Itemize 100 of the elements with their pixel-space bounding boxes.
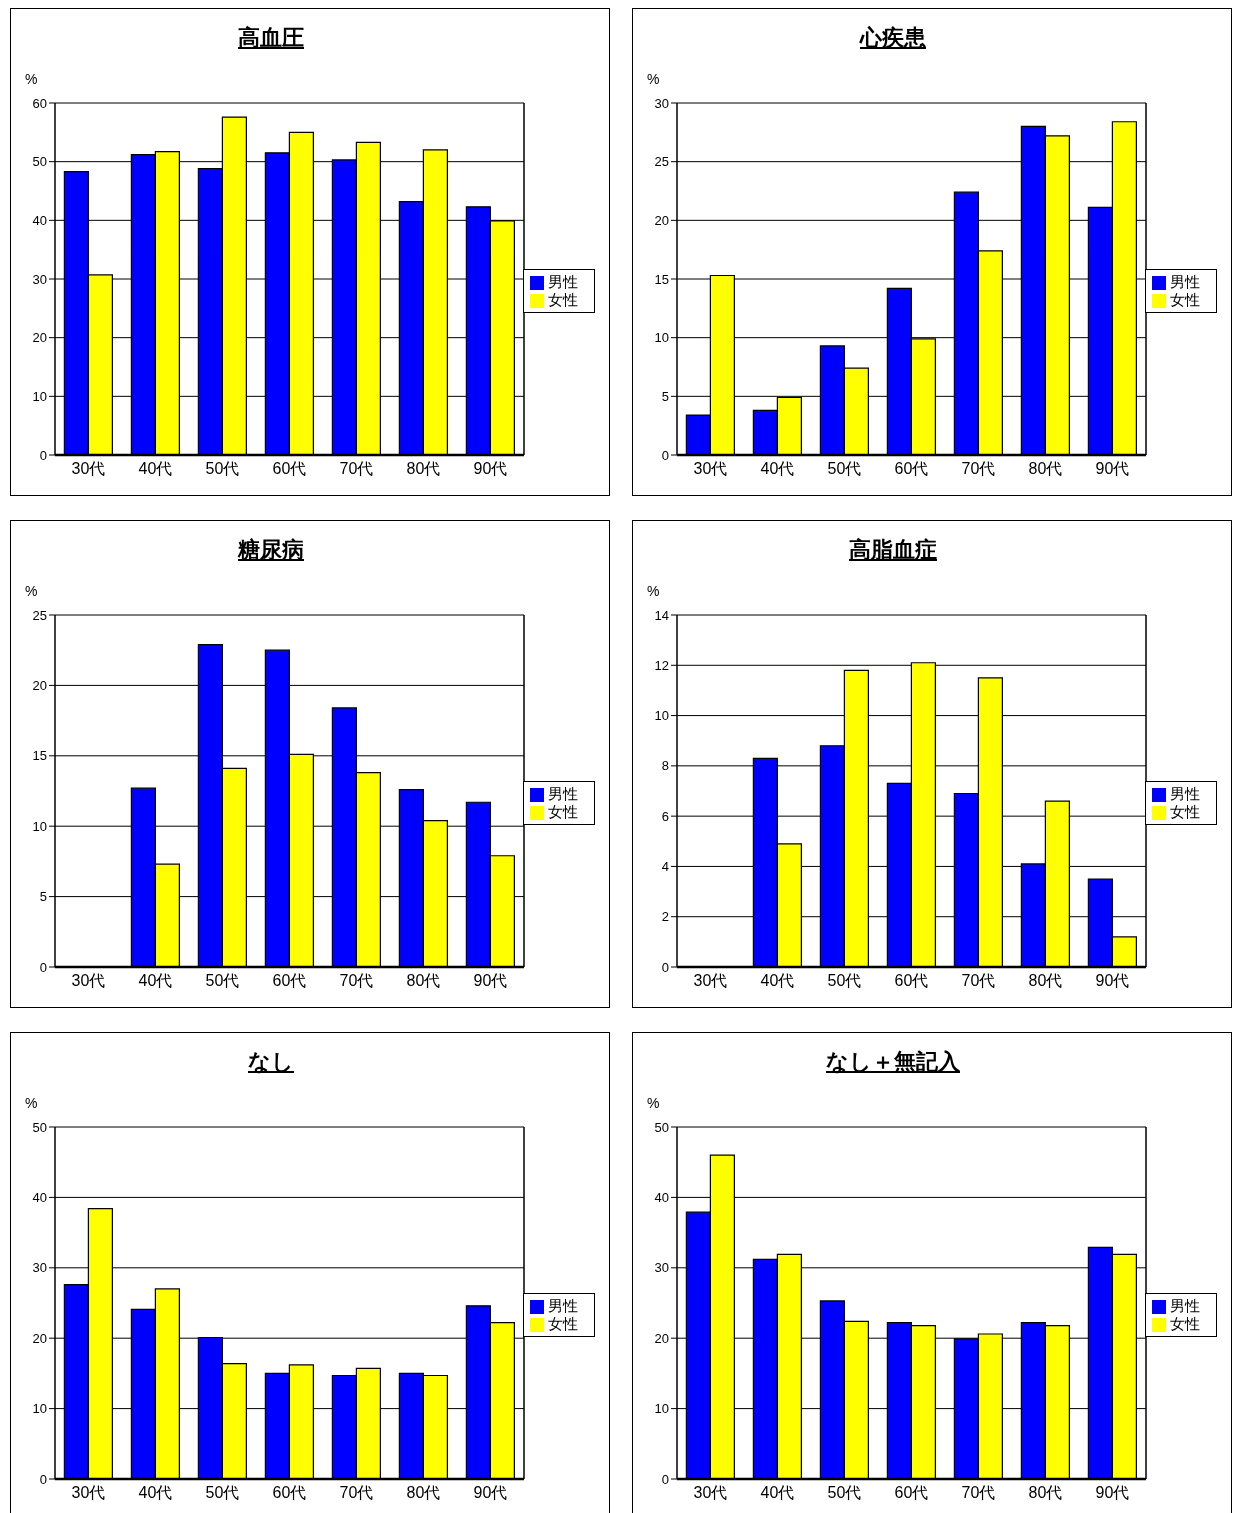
y-tick-label: 2: [661, 909, 669, 925]
y-tick-label: 30: [32, 1260, 47, 1276]
legend-label: 男性: [548, 785, 578, 802]
chart-title: 糖尿病: [236, 536, 305, 564]
y-tick-label: 0: [39, 1471, 47, 1487]
y-axis-title: %: [25, 583, 38, 599]
y-tick-label: 10: [654, 708, 669, 724]
legend-label: 女性: [548, 803, 578, 820]
x-tick-label: 60代: [272, 1484, 307, 1502]
y-tick-label: 40: [32, 212, 47, 228]
x-tick-label: 30代: [693, 460, 728, 478]
x-tick-label: 70代: [339, 1484, 374, 1502]
y-tick-label: 14: [654, 607, 669, 623]
y-tick-label: 20: [32, 330, 47, 346]
x-tick-label: 30代: [71, 972, 106, 990]
x-tick-label: 60代: [894, 972, 929, 990]
x-tick-label: 50代: [827, 1484, 862, 1502]
legend-label: 男性: [548, 273, 578, 290]
y-tick-label: 20: [654, 212, 669, 228]
x-tick-label: 40代: [138, 460, 173, 478]
y-tick-label: 25: [32, 607, 47, 623]
y-tick-label: 60: [32, 95, 47, 111]
x-tick-label: 40代: [138, 1484, 173, 1502]
x-tick-label: 90代: [1095, 460, 1130, 478]
x-tick-label: 50代: [827, 972, 862, 990]
chart-title: 心疾患: [858, 24, 927, 52]
x-tick-label: 50代: [205, 1484, 240, 1502]
x-tick-label: 90代: [473, 1484, 508, 1502]
y-tick-label: 0: [39, 447, 47, 463]
x-tick-label: 70代: [961, 1484, 996, 1502]
x-tick-label: 70代: [339, 460, 374, 478]
chart-title: 高血圧: [237, 24, 305, 52]
x-tick-label: 40代: [760, 460, 795, 478]
x-tick-label: 80代: [406, 972, 441, 990]
x-tick-label: 30代: [71, 1484, 106, 1502]
x-tick-label: 30代: [693, 1484, 728, 1502]
x-tick-label: 30代: [693, 972, 728, 990]
y-axis-title: %: [647, 71, 660, 87]
y-tick-label: 10: [32, 388, 47, 404]
chart-title: 高脂血症: [848, 536, 938, 564]
y-tick-label: 10: [32, 1401, 47, 1417]
x-tick-label: 70代: [961, 972, 996, 990]
x-tick-label: 50代: [205, 460, 240, 478]
y-tick-label: 20: [32, 678, 47, 694]
y-axis-title: %: [647, 583, 660, 599]
y-tick-label: 4: [661, 859, 669, 875]
x-tick-label: 90代: [1095, 972, 1130, 990]
y-tick-label: 25: [654, 154, 669, 170]
x-tick-label: 50代: [827, 460, 862, 478]
y-tick-label: 5: [661, 388, 669, 404]
x-tick-label: 70代: [961, 460, 996, 478]
x-tick-label: 60代: [894, 460, 929, 478]
x-tick-label: 70代: [339, 972, 374, 990]
legend-label: 男性: [1170, 785, 1200, 802]
y-tick-label: 50: [654, 1119, 669, 1135]
y-tick-label: 12: [654, 657, 669, 673]
x-tick-label: 60代: [894, 1484, 929, 1502]
legend-label: 男性: [1170, 1297, 1200, 1314]
legend-label: 男性: [548, 1297, 578, 1314]
x-tick-label: 90代: [1095, 1484, 1130, 1502]
x-tick-label: 90代: [473, 972, 508, 990]
y-tick-label: 20: [654, 1330, 669, 1346]
y-tick-label: 40: [32, 1190, 47, 1206]
chart-title: なし: [247, 1048, 295, 1076]
chart-title: なし＋無記入: [825, 1048, 961, 1076]
y-tick-label: 10: [654, 330, 669, 346]
legend-label: 女性: [548, 291, 578, 308]
y-tick-label: 0: [661, 959, 669, 975]
x-tick-label: 40代: [760, 972, 795, 990]
x-tick-label: 80代: [406, 460, 441, 478]
x-tick-label: 80代: [1028, 972, 1063, 990]
y-tick-label: 10: [654, 1401, 669, 1417]
y-tick-label: 8: [661, 758, 669, 774]
legend-label: 女性: [1170, 291, 1200, 308]
legend-label: 女性: [1170, 1315, 1200, 1332]
x-tick-label: 80代: [1028, 1484, 1063, 1502]
y-tick-label: 5: [39, 889, 47, 905]
legend-label: 男性: [1170, 273, 1200, 290]
y-tick-label: 30: [654, 95, 669, 111]
y-tick-label: 10: [32, 818, 47, 834]
y-tick-label: 50: [32, 1119, 47, 1135]
x-tick-label: 90代: [473, 460, 508, 478]
y-tick-label: 15: [32, 748, 47, 764]
y-tick-label: 40: [654, 1190, 669, 1206]
y-axis-title: %: [647, 1095, 660, 1111]
y-tick-label: 0: [661, 447, 669, 463]
y-tick-label: 6: [661, 808, 669, 824]
y-tick-label: 0: [39, 959, 47, 975]
x-tick-label: 50代: [205, 972, 240, 990]
legend-label: 女性: [548, 1315, 578, 1332]
y-tick-label: 20: [32, 1330, 47, 1346]
y-tick-label: 15: [654, 271, 669, 287]
y-tick-label: 30: [654, 1260, 669, 1276]
y-tick-label: 30: [32, 271, 47, 287]
x-tick-label: 60代: [272, 460, 307, 478]
x-tick-label: 40代: [138, 972, 173, 990]
y-tick-label: 50: [32, 154, 47, 170]
x-tick-label: 40代: [760, 1484, 795, 1502]
y-axis-title: %: [25, 71, 38, 87]
x-tick-label: 80代: [406, 1484, 441, 1502]
